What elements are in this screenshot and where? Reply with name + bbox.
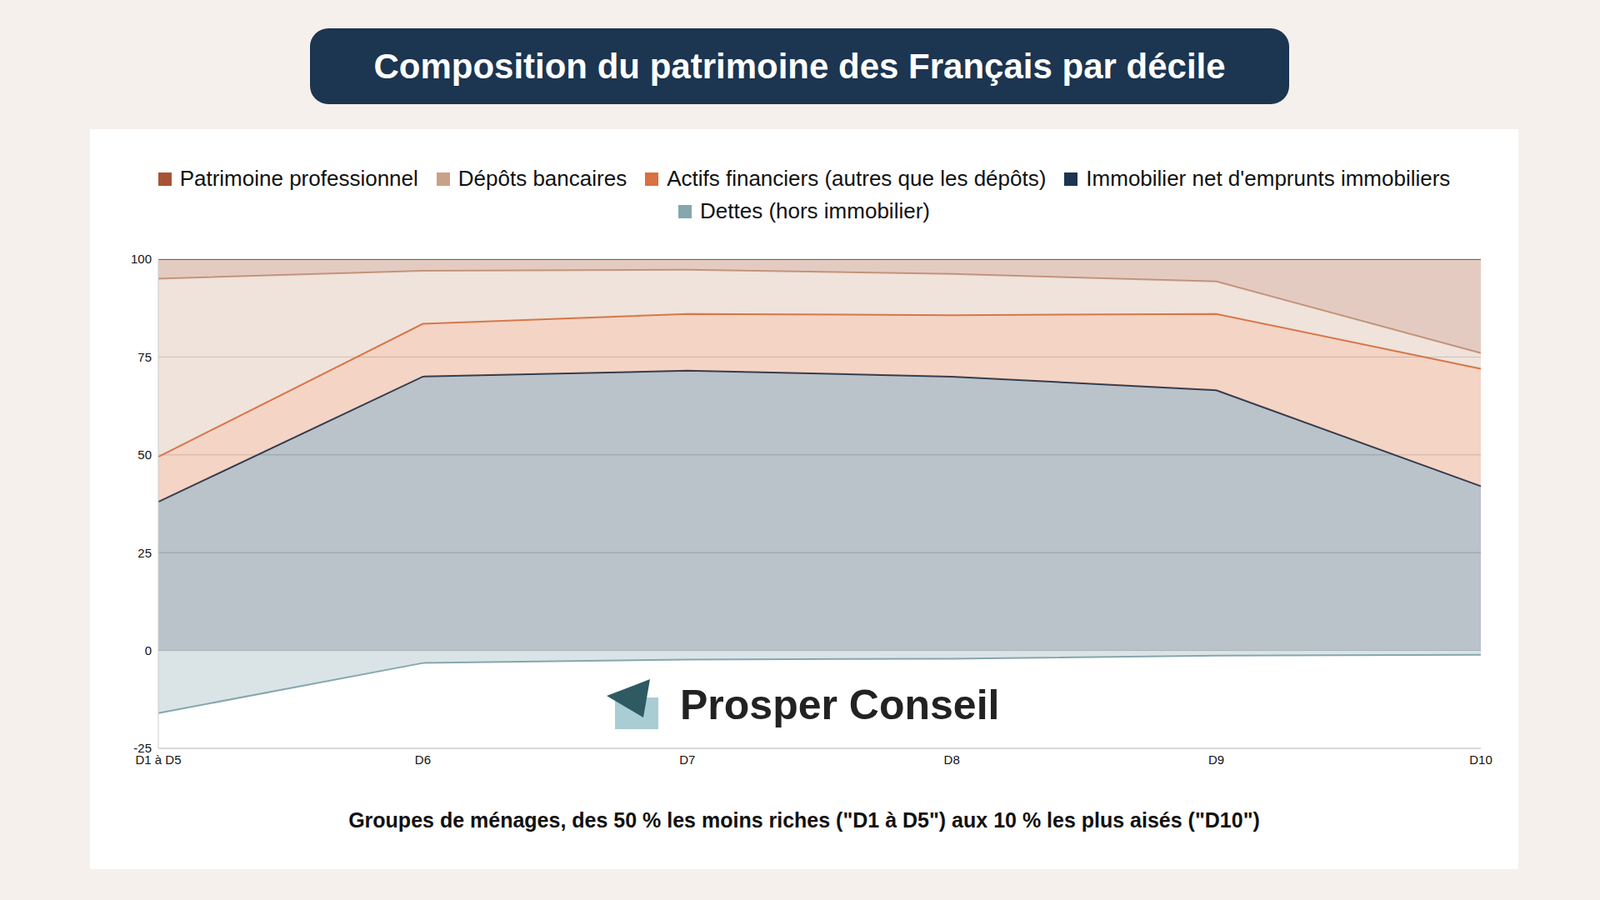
svg-text:D7: D7 <box>679 752 695 767</box>
html-text:Actifs financiers (autres que: Actifs financiers (autres que les dépôts… <box>666 165 1047 191</box>
svg-text:D6: D6 <box>415 752 431 767</box>
svg-text:25: 25 <box>137 545 152 560</box>
html-text:Immobilier net d'emprunts immo: Immobilier net d'emprunts immobiliers <box>1086 165 1451 191</box>
svg-text:D10: D10 <box>1469 752 1493 767</box>
html-text:Prosper Conseil: Prosper Conseil <box>680 681 1000 729</box>
html-text:Dépôts bancaires: Dépôts bancaires <box>458 165 627 191</box>
svg-text:50: 50 <box>137 447 152 462</box>
html-text:Dettes (hors immobilier): Dettes (hors immobilier) <box>700 198 930 224</box>
svg-text:-25: -25 <box>133 740 152 755</box>
html-text:Patrimoine professionnel: Patrimoine professionnel <box>179 165 419 191</box>
svg-text:D8: D8 <box>944 752 960 767</box>
svg-text:75: 75 <box>137 350 152 365</box>
svg-text:D9: D9 <box>1208 752 1225 767</box>
html-text:Composition du patrimoine des: Composition du patrimoine des Français p… <box>373 46 1226 86</box>
svg-text:100: 100 <box>130 251 152 266</box>
svg-text:0: 0 <box>145 643 152 658</box>
svg-text:D1 à D5: D1 à D5 <box>135 752 182 767</box>
html-text:Groupes de ménages, des 50 % l: Groupes de ménages, des 50 % les moins r… <box>348 808 1260 832</box>
